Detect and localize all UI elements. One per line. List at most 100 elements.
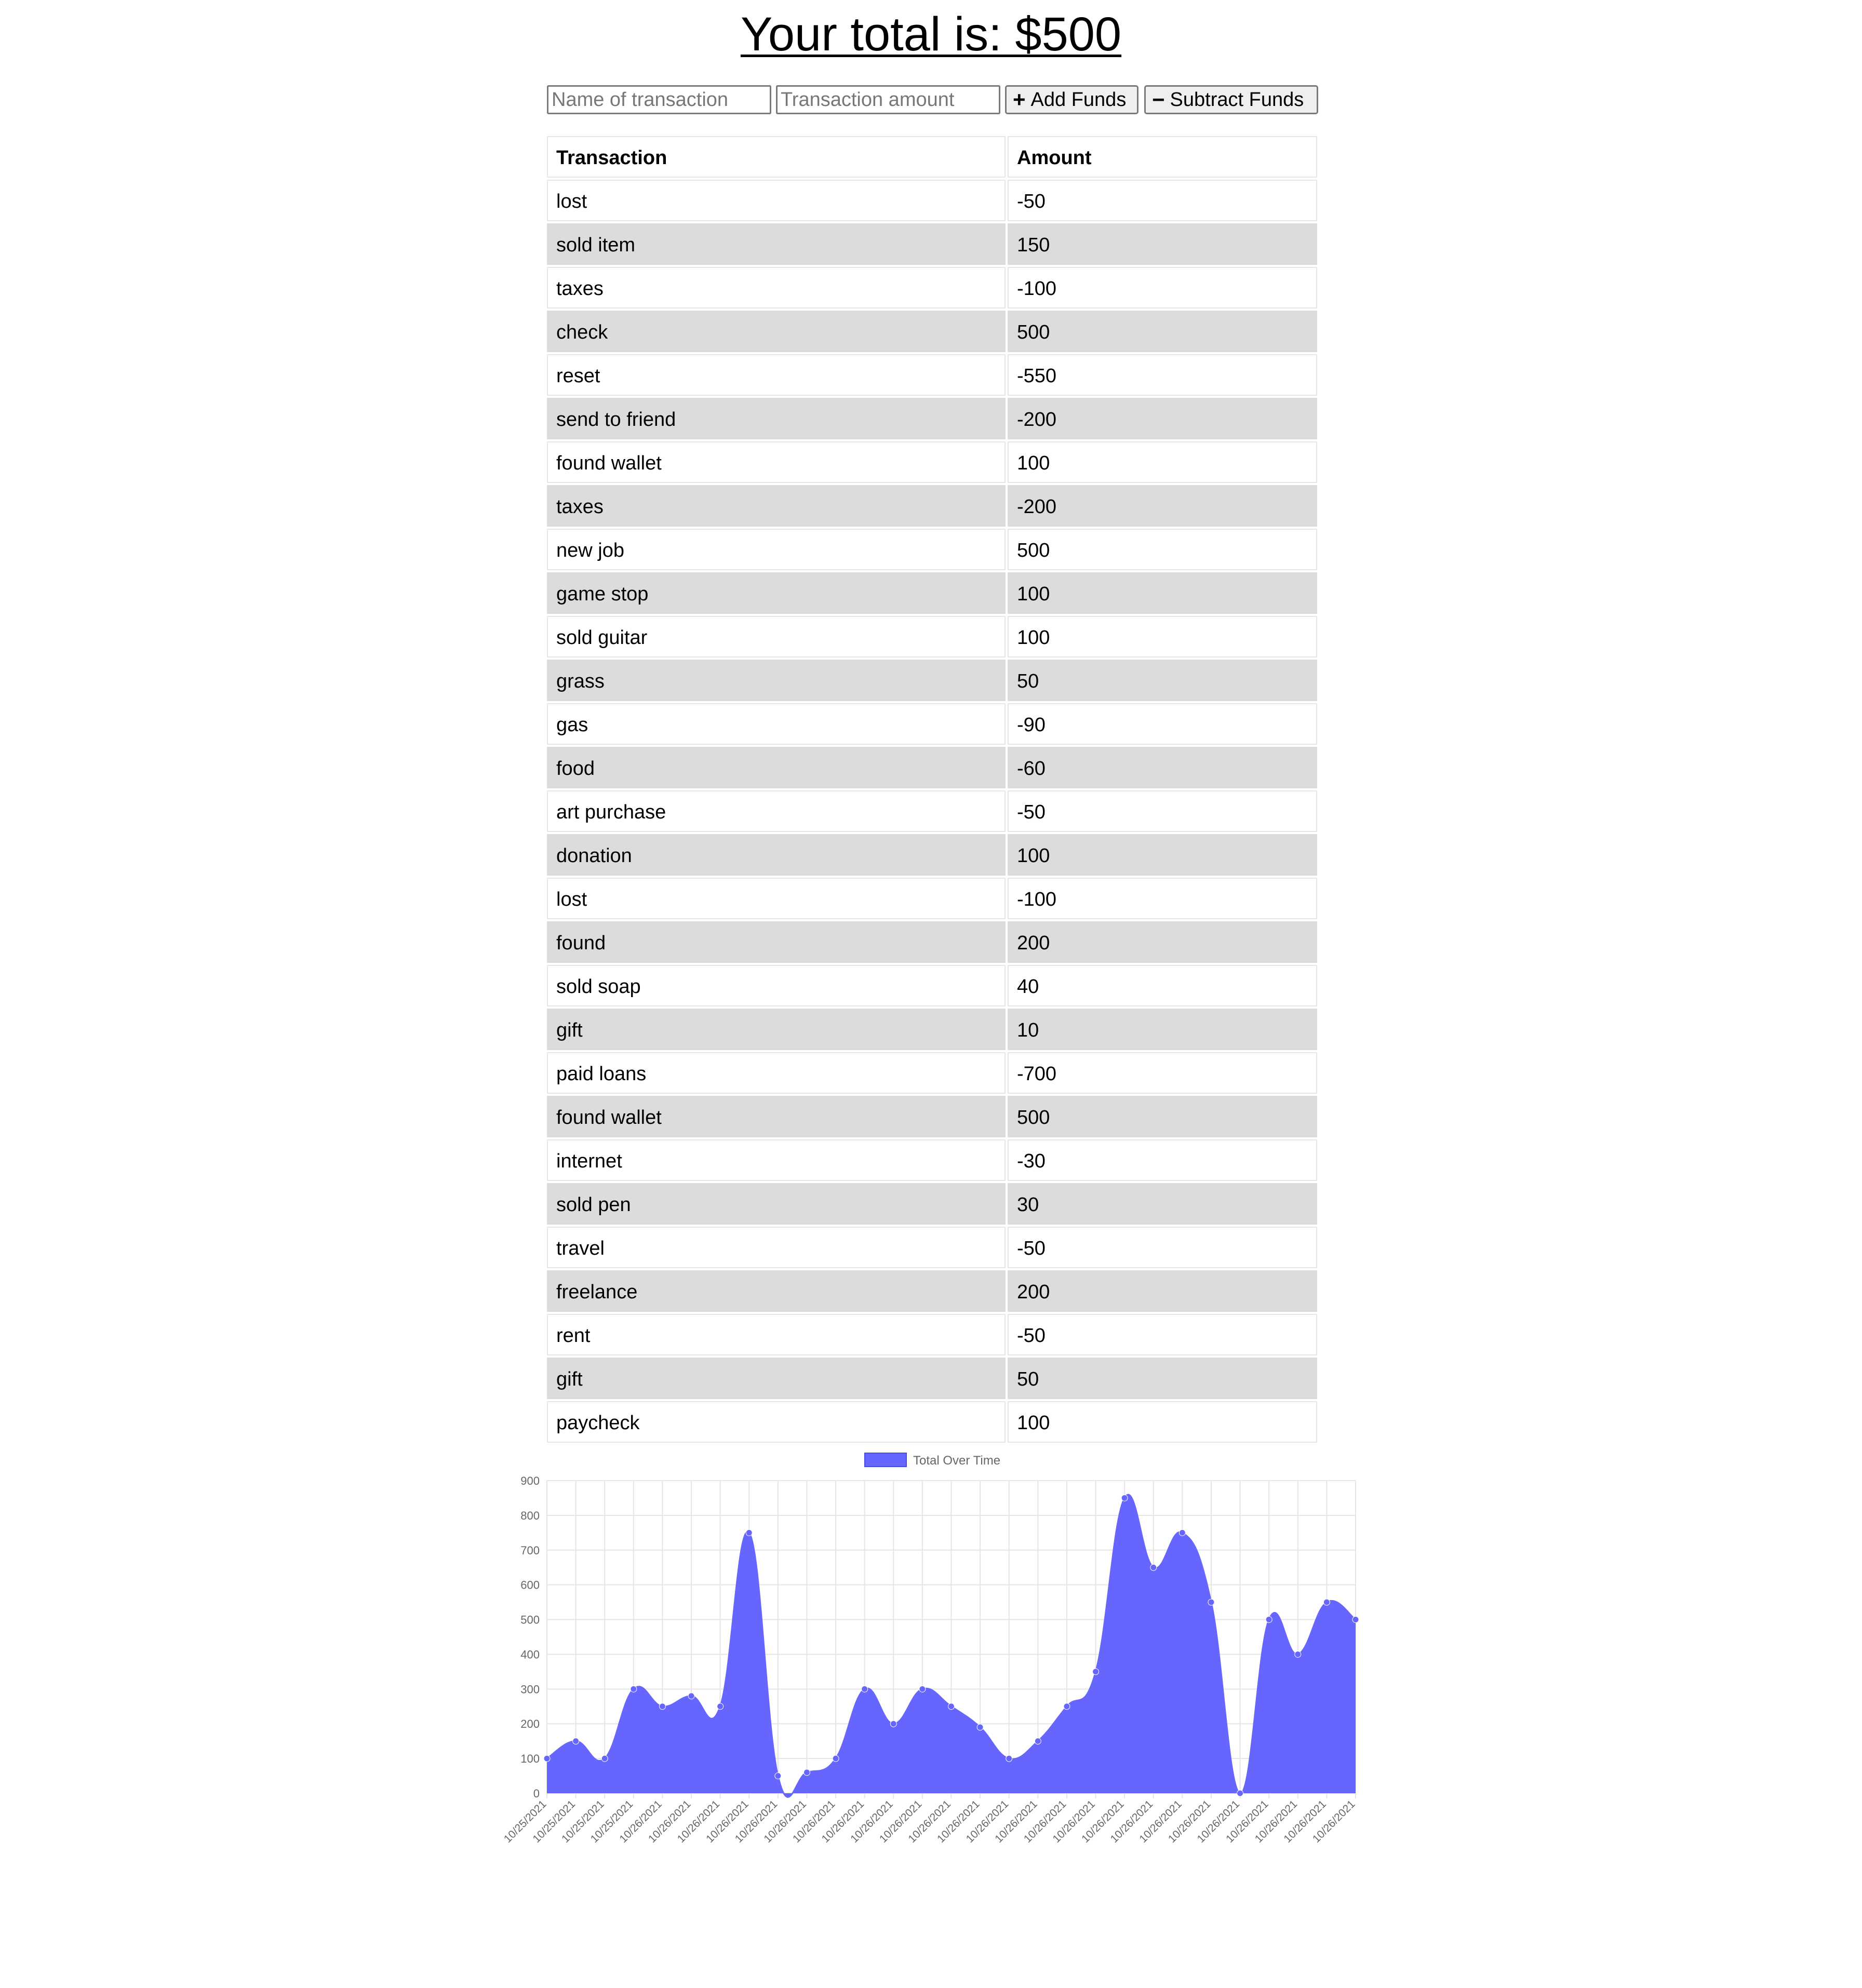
table-row: new job 500 — [547, 529, 1318, 570]
table-row: sold guitar 100 — [547, 616, 1318, 657]
transaction-name-cell: rent — [547, 1314, 1006, 1355]
transaction-name-cell: food — [547, 747, 1006, 788]
transaction-amount-cell: -50 — [1008, 790, 1317, 832]
transaction-amount-cell: -200 — [1008, 485, 1317, 527]
data-point — [976, 1724, 984, 1731]
data-point — [1121, 1494, 1128, 1501]
transaction-name-cell: check — [547, 311, 1006, 352]
y-tick-label: 200 — [520, 1717, 540, 1730]
data-point — [630, 1685, 637, 1693]
transaction-name-cell: art purchase — [547, 790, 1006, 832]
table-row: lost -50 — [547, 180, 1318, 221]
column-header-amount: Amount — [1008, 136, 1317, 178]
transaction-name-cell: sold guitar — [547, 616, 1006, 657]
table-row: reset -550 — [547, 354, 1318, 396]
transaction-amount-cell: -50 — [1008, 180, 1317, 221]
transaction-name-cell: gas — [547, 703, 1006, 745]
legend-label: Total Over Time — [913, 1454, 1000, 1468]
table-row: taxes -200 — [547, 485, 1318, 527]
transaction-amount-cell: 30 — [1008, 1183, 1317, 1225]
table-row: art purchase -50 — [547, 790, 1318, 832]
add-funds-button[interactable]: + Add Funds — [1005, 85, 1138, 114]
data-point — [890, 1720, 897, 1727]
data-point — [543, 1755, 551, 1762]
transaction-amount-cell: 500 — [1008, 1096, 1317, 1137]
transaction-amount-cell: 100 — [1008, 441, 1317, 483]
table-row: lost -100 — [547, 878, 1318, 919]
table-row: gift 10 — [547, 1009, 1318, 1050]
data-point — [717, 1703, 724, 1710]
data-point — [1265, 1616, 1272, 1623]
y-tick-label: 500 — [520, 1614, 540, 1627]
chart-svg: Total Over Time 0 100 200 300 400 500 600 700 800… — [502, 1453, 1359, 1845]
subtract-funds-button[interactable]: − Subtract Funds — [1144, 85, 1318, 114]
transaction-name-cell: send to friend — [547, 398, 1006, 439]
table-row: food -60 — [547, 747, 1318, 788]
transaction-name-cell: lost — [547, 878, 1006, 919]
page-title: Your total is: $500 — [740, 8, 1122, 61]
transaction-amount-cell: 500 — [1008, 529, 1317, 570]
data-point — [1178, 1529, 1186, 1536]
legend-swatch — [864, 1453, 907, 1467]
series-line — [546, 1494, 1356, 1798]
plus-icon: + — [1013, 87, 1026, 112]
data-point — [919, 1685, 926, 1693]
transaction-name-cell: gift — [547, 1358, 1006, 1399]
column-header-transaction: Transaction — [547, 136, 1006, 178]
transaction-amount-cell: 50 — [1008, 660, 1317, 701]
y-tick-label: 300 — [520, 1683, 540, 1696]
table-row: grass 50 — [547, 660, 1318, 701]
data-point — [1092, 1668, 1100, 1675]
transaction-name-cell: donation — [547, 834, 1006, 876]
table-row: paycheck 100 — [547, 1401, 1318, 1443]
table-row: gas -90 — [547, 703, 1318, 745]
y-tick-label: 800 — [520, 1509, 540, 1522]
data-point — [1034, 1738, 1041, 1745]
transaction-amount-cell: 100 — [1008, 616, 1317, 657]
transaction-amount-cell: 200 — [1008, 921, 1317, 963]
transaction-amount-cell: 10 — [1008, 1009, 1317, 1050]
table-row: internet -30 — [547, 1139, 1318, 1181]
transaction-name-cell: paid loans — [547, 1052, 1006, 1094]
transaction-name-cell: grass — [547, 660, 1006, 701]
data-point — [1006, 1755, 1013, 1762]
transaction-amount-cell: 150 — [1008, 223, 1317, 265]
y-tick-label: 400 — [520, 1648, 540, 1661]
table-row: donation 100 — [547, 834, 1318, 876]
data-point — [659, 1703, 666, 1710]
data-point — [774, 1772, 782, 1780]
table-row: sold item 150 — [547, 223, 1318, 265]
transaction-name-cell: found wallet — [547, 441, 1006, 483]
data-point — [1323, 1599, 1330, 1606]
transaction-name-input[interactable] — [547, 85, 771, 114]
y-tick-label: 700 — [520, 1544, 540, 1557]
transaction-amount-cell: -200 — [1008, 398, 1317, 439]
transaction-amount-input[interactable] — [776, 85, 1000, 114]
table-row: found wallet 100 — [547, 441, 1318, 483]
transaction-name-cell: paycheck — [547, 1401, 1006, 1443]
transaction-amount-cell: -700 — [1008, 1052, 1317, 1094]
table-row: paid loans -700 — [547, 1052, 1318, 1094]
y-tick-label: 100 — [520, 1752, 540, 1765]
transaction-name-cell: new job — [547, 529, 1006, 570]
transaction-name-cell: gift — [547, 1009, 1006, 1050]
table-row: found 200 — [547, 921, 1318, 963]
transaction-amount-cell: 40 — [1008, 965, 1317, 1006]
transaction-amount-cell: -90 — [1008, 703, 1317, 745]
data-point — [803, 1769, 810, 1776]
table-row: sold soap 40 — [547, 965, 1318, 1006]
table-row: found wallet 500 — [547, 1096, 1318, 1137]
table-row: check 500 — [547, 311, 1318, 352]
table-row: sold pen 30 — [547, 1183, 1318, 1225]
data-point — [1150, 1564, 1157, 1571]
transaction-name-cell: sold item — [547, 223, 1006, 265]
data-point — [861, 1685, 868, 1693]
transaction-name-cell: freelance — [547, 1270, 1006, 1312]
table-row: game stop 100 — [547, 572, 1318, 614]
data-point — [1294, 1650, 1302, 1658]
table-row: travel -50 — [547, 1227, 1318, 1268]
data-point — [745, 1529, 753, 1536]
transaction-amount-cell: 50 — [1008, 1358, 1317, 1399]
total-over-time-chart: Total Over Time 0 100 200 300 400 500 600 700 800… — [488, 1444, 1371, 1890]
transaction-amount-cell: -30 — [1008, 1139, 1317, 1181]
